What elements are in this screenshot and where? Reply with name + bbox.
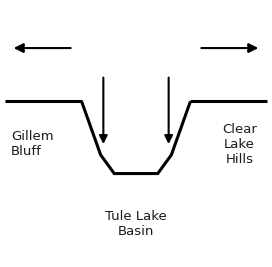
Text: Clear
Lake
Hills: Clear Lake Hills — [222, 123, 257, 166]
Text: Tule Lake
Basin: Tule Lake Basin — [105, 210, 167, 238]
Text: Gillem
Bluff: Gillem Bluff — [11, 130, 54, 158]
